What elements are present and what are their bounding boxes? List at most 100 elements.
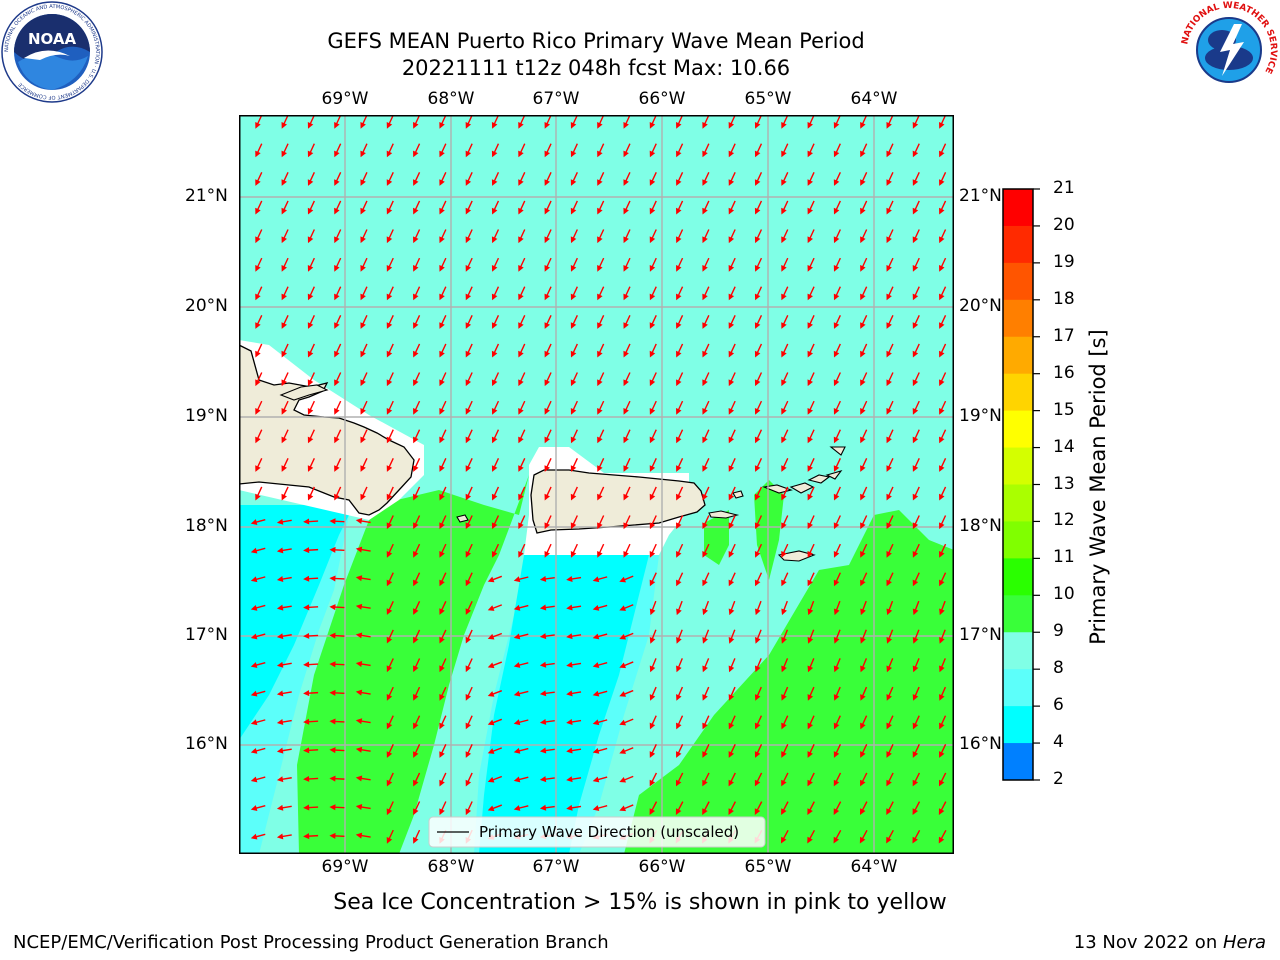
wave-arrow-head bbox=[597, 465, 603, 472]
tortuga-island bbox=[279, 384, 329, 401]
region-period-10-11-west bbox=[297, 475, 529, 854]
wave-arrow-head bbox=[465, 636, 472, 644]
wave-arrow-head bbox=[781, 665, 787, 673]
wave-arrow-head bbox=[676, 293, 682, 301]
wave-arrow-head bbox=[465, 522, 472, 530]
wave-arrow-head bbox=[386, 493, 393, 501]
wave-arrow-head bbox=[860, 379, 866, 387]
wave-arrow-head bbox=[334, 121, 340, 129]
wave-arrow-head bbox=[413, 293, 419, 301]
wave-arrow-head bbox=[491, 121, 498, 129]
wave-arrow-head bbox=[281, 207, 287, 215]
wave-arrow-head bbox=[754, 694, 761, 701]
wave-arrow-head bbox=[250, 662, 258, 668]
wave-arrow-head bbox=[329, 661, 336, 668]
wave-arrow-head bbox=[439, 722, 445, 730]
wave-arrow-head bbox=[276, 604, 284, 611]
wave-arrow-head bbox=[307, 407, 314, 415]
footer-host: Hera bbox=[1222, 932, 1266, 953]
wave-arrow-head bbox=[754, 207, 761, 215]
wave-arrow-head bbox=[649, 436, 656, 444]
wave-arrow-head bbox=[728, 350, 735, 358]
colorbar-band bbox=[1003, 225, 1033, 264]
wave-arrow-head bbox=[938, 808, 945, 815]
wave-arrow-head bbox=[807, 436, 813, 444]
colorbar-band bbox=[1003, 373, 1033, 412]
wave-arrow-head bbox=[518, 179, 524, 186]
wave-arrow-head bbox=[439, 150, 445, 158]
wave-arrow-head bbox=[860, 236, 866, 244]
wave-arrow-head bbox=[912, 350, 919, 358]
wave-arrow-head bbox=[939, 579, 945, 587]
wave-arrow-head bbox=[781, 637, 787, 644]
wave-arrow-head bbox=[487, 633, 495, 640]
wave-arrow-head bbox=[702, 436, 708, 444]
wave-arrow-head bbox=[833, 407, 840, 415]
wave-arrow-head bbox=[754, 293, 761, 301]
wave-arrow-head bbox=[513, 776, 521, 783]
colorbar-band bbox=[1003, 743, 1033, 781]
wave-arrow-head bbox=[413, 522, 419, 530]
wave-arrow-head bbox=[728, 808, 734, 815]
wave-arrow-head bbox=[886, 179, 892, 186]
wave-arrow-head bbox=[807, 637, 814, 644]
wave-arrow-head bbox=[859, 808, 866, 815]
wave-arrow-head bbox=[860, 121, 866, 129]
wave-arrow-head bbox=[702, 379, 708, 387]
wave-arrow-head bbox=[276, 719, 284, 725]
wave-arrow-head bbox=[781, 350, 787, 358]
wave-arrow-head bbox=[781, 522, 787, 530]
wave-arrow-head bbox=[465, 693, 472, 701]
colorbar-tick-label: 19 bbox=[1053, 251, 1075, 272]
wave-arrow-head bbox=[728, 293, 735, 301]
wave-arrow-head bbox=[544, 522, 550, 530]
wave-arrow-head bbox=[413, 693, 419, 701]
lon-label-top-68w: 68°W bbox=[427, 89, 475, 109]
wave-arrow-head bbox=[281, 236, 287, 244]
colorbar-band bbox=[1003, 447, 1033, 485]
wave-arrow-head bbox=[303, 718, 310, 725]
lat-label-right-21n: 21°N bbox=[959, 186, 1002, 206]
wave-arrow-head bbox=[781, 322, 787, 329]
wave-arrow-head bbox=[939, 550, 945, 558]
wave-arrow-head bbox=[623, 493, 629, 501]
wave-arrow-head bbox=[939, 322, 945, 329]
wave-arrow-head bbox=[439, 636, 445, 644]
wave-arrow-head bbox=[912, 436, 919, 444]
wave-arrow-head bbox=[250, 604, 258, 611]
sea-ice-caption: Sea Ice Concentration > 15% is shown in … bbox=[333, 890, 947, 915]
wave-arrow-head bbox=[465, 121, 472, 129]
wave-arrow-head bbox=[676, 779, 682, 787]
lon-label-top-66w: 66°W bbox=[638, 89, 686, 109]
wave-arrow-head bbox=[860, 550, 866, 558]
colorbar-band bbox=[1003, 669, 1033, 707]
wave-arrow-head bbox=[886, 608, 893, 616]
wave-arrow-head bbox=[386, 150, 393, 158]
wave-arrow-head bbox=[544, 350, 550, 358]
anegada-island bbox=[829, 446, 846, 456]
wave-arrow-head bbox=[754, 522, 761, 530]
wave-arrow-head bbox=[702, 522, 708, 530]
noaa-logo-text: NOAA bbox=[28, 30, 77, 48]
wave-arrow-head bbox=[754, 150, 761, 158]
wave-arrow-head bbox=[255, 293, 261, 301]
wave-arrow-head bbox=[487, 805, 495, 812]
wave-arrow-head bbox=[781, 150, 787, 158]
wave-arrow-head bbox=[334, 379, 340, 387]
wave-arrow-head bbox=[255, 407, 261, 415]
hispaniola-land bbox=[239, 344, 415, 516]
wave-arrow-head bbox=[592, 719, 600, 726]
wave-arrow-head bbox=[676, 150, 682, 158]
wave-arrow-head bbox=[307, 207, 314, 215]
wave-arrow-head bbox=[250, 833, 258, 840]
wave-arrow-head bbox=[754, 322, 761, 329]
wave-arrow-head bbox=[413, 836, 419, 844]
wave-arrow-head bbox=[250, 776, 258, 783]
wave-arrow-head bbox=[649, 808, 656, 815]
wave-arrow-head bbox=[728, 322, 735, 329]
wave-arrow-head bbox=[597, 293, 603, 301]
wave-arrow-head bbox=[439, 608, 445, 615]
wave-arrow-head bbox=[539, 747, 547, 754]
wave-arrow-head bbox=[360, 207, 366, 215]
wave-arrow-head bbox=[303, 547, 310, 554]
